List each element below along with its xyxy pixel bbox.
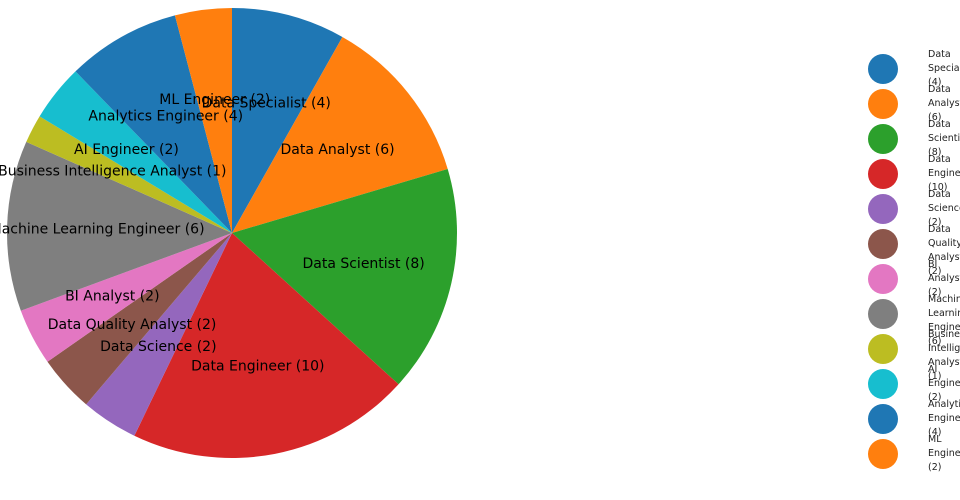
slice-label: Business Intelligence Analyst (1) [0, 164, 226, 180]
slice-label: ML Engineer (2) [159, 92, 270, 108]
slice-label: Data Specialist (4) [202, 95, 331, 111]
pie-slice [134, 233, 399, 459]
legend-swatch [868, 159, 898, 189]
slice-label: Data Engineer (10) [191, 359, 324, 375]
legend-swatch [868, 89, 898, 119]
legend-swatch [868, 194, 898, 224]
slice-label: Data Quality Analyst (2) [48, 317, 217, 333]
pie-slice [26, 116, 233, 233]
legend-swatch [868, 334, 898, 364]
legend-swatch [868, 404, 898, 434]
pie-slice [174, 8, 232, 233]
legend-swatch [868, 54, 898, 84]
pie-slice [7, 141, 232, 311]
slice-label: BI Analyst (2) [65, 288, 159, 304]
legend-label: BI Analyst (2) [928, 259, 960, 298]
legend-swatch [868, 229, 898, 259]
legend-swatch [868, 299, 898, 329]
legend-label: Data Quality Analyst (2) [928, 224, 960, 277]
legend-swatch [868, 124, 898, 154]
slice-label: Data Scientist (8) [302, 256, 424, 272]
slice-label: Analytics Engineer (4) [88, 108, 243, 124]
pie-slices [7, 8, 457, 459]
legend-swatch [868, 264, 898, 294]
pie-slice [20, 233, 232, 362]
pie-slice [39, 71, 232, 233]
pie-slice [232, 8, 343, 233]
pie-slice [232, 168, 457, 385]
legend-swatch [868, 369, 898, 399]
pie-slice-labels: Data Specialist (4) Data Analyst (6) Data … [0, 92, 425, 374]
slice-label: Machine Learning Engineer (6) [0, 222, 205, 238]
slice-label: Data Science (2) [100, 339, 216, 355]
pie-slice [232, 36, 448, 233]
pie-slice [47, 233, 232, 405]
pie-slice [86, 233, 232, 436]
slice-label: Data Analyst (6) [280, 142, 394, 158]
chart-legend: DataSpecialist(4)DataAnalyst(6)DataScien… [868, 49, 960, 473]
legend-label: Data Analyst (6) [928, 84, 960, 123]
slice-label: AI Engineer (2) [74, 142, 179, 158]
legend-swatch [868, 439, 898, 469]
pie-slice [75, 15, 232, 233]
